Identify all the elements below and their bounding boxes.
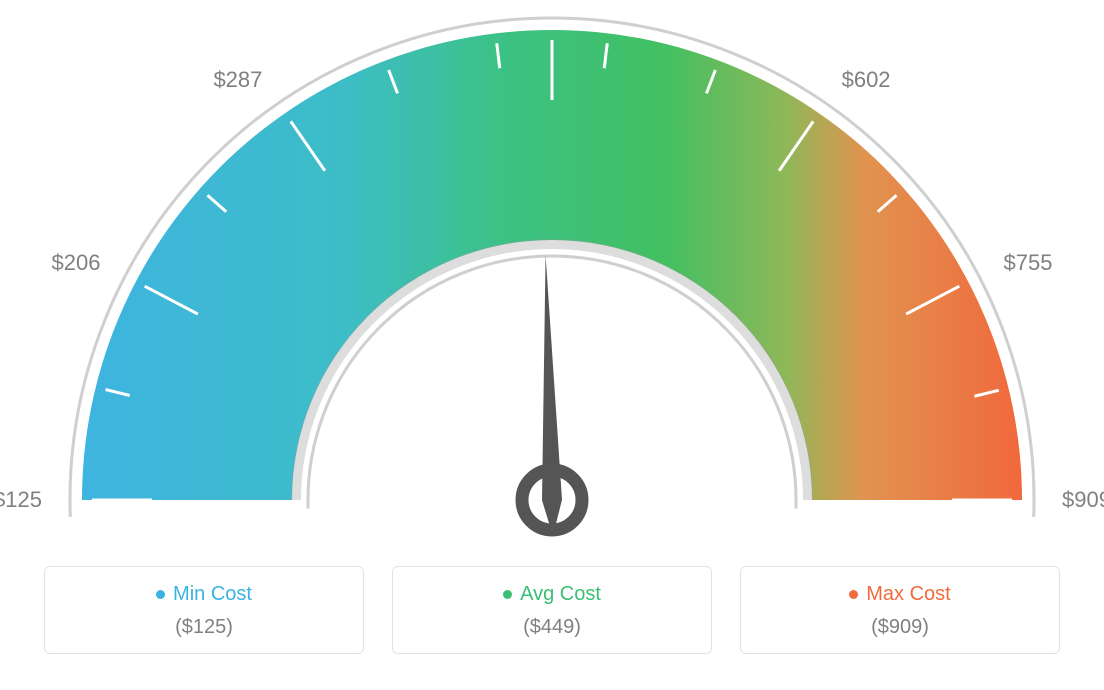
gauge-tick-label: $449 xyxy=(528,0,577,2)
legend-label-text: Avg Cost xyxy=(520,583,601,606)
legend-label: Avg Cost xyxy=(503,583,601,606)
legend-value: ($125) xyxy=(55,616,353,639)
legend-card-avg: Avg Cost ($449) xyxy=(392,566,712,654)
legend-card-max: Max Cost ($909) xyxy=(740,566,1060,654)
legend-label: Min Cost xyxy=(156,583,252,606)
legend-value: ($449) xyxy=(403,616,701,639)
legend-label: Max Cost xyxy=(849,583,950,606)
cost-gauge: $125 $206 $287 $449 $602 $755 $909 xyxy=(0,0,1104,560)
gauge-tick-label: $909 xyxy=(1062,487,1104,512)
gauge-tick-label: $206 xyxy=(51,250,100,275)
legend-label-text: Max Cost xyxy=(866,583,950,606)
legend-dot-icon xyxy=(503,590,512,599)
legend-dot-icon xyxy=(156,590,165,599)
gauge-tick-label: $287 xyxy=(213,67,262,92)
legend-label-text: Min Cost xyxy=(173,583,252,606)
gauge-svg: $125 $206 $287 $449 $602 $755 $909 xyxy=(0,0,1104,560)
legend-dot-icon xyxy=(849,590,858,599)
legend-value: ($909) xyxy=(751,616,1049,639)
gauge-tick-label: $755 xyxy=(1004,250,1053,275)
gauge-tick-label: $125 xyxy=(0,487,42,512)
gauge-needle xyxy=(542,255,562,536)
legend-row: Min Cost ($125) Avg Cost ($449) Max Cost ($90… xyxy=(0,566,1104,654)
gauge-tick-label: $602 xyxy=(842,67,891,92)
legend-card-min: Min Cost ($125) xyxy=(44,566,364,654)
